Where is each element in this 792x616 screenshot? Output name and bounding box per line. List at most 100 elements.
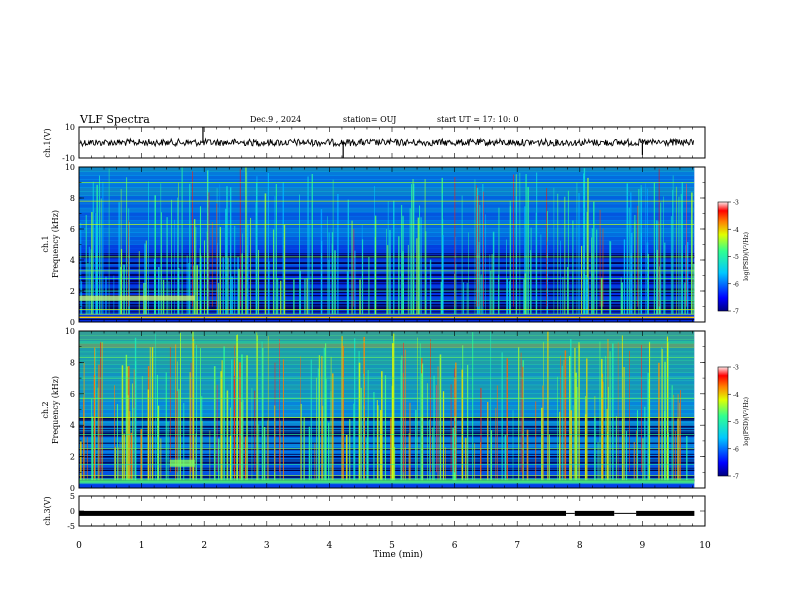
y-tick-label: -10 xyxy=(62,154,75,163)
x-tick-label: 1 xyxy=(139,541,145,551)
y-tick-label: 10 xyxy=(65,163,75,172)
header-start: start UT = 17: 10: 0 xyxy=(437,115,518,124)
spectrogram-image xyxy=(79,167,695,322)
freq-band xyxy=(79,376,695,382)
x-tick-label: 9 xyxy=(640,541,646,551)
freq-band xyxy=(79,331,695,336)
ch3-trace xyxy=(636,510,695,516)
colorbar-tick-label: -3 xyxy=(733,200,739,207)
freq-band xyxy=(79,355,695,361)
y-tick-label: 8 xyxy=(70,358,75,367)
freq-band xyxy=(79,401,695,406)
colorbar-tick-label: -7 xyxy=(733,309,739,316)
freq-band xyxy=(79,313,695,319)
x-tick-label: 8 xyxy=(577,541,583,551)
header-date: Dec.9 , 2024 xyxy=(250,115,301,124)
freq-band xyxy=(79,434,695,439)
ch2-spec-ylabel-channel: ch.2 xyxy=(41,401,50,418)
freq-band xyxy=(79,335,695,340)
freq-band xyxy=(79,175,695,180)
ch1-waveform-panel: 10 -10 xyxy=(62,123,706,163)
colorbar-tick-label: -5 xyxy=(733,254,739,261)
colorbar-tick-label: -7 xyxy=(733,474,739,481)
ch3-trace xyxy=(574,510,615,516)
freq-band xyxy=(79,364,695,369)
y-tick-label: 4 xyxy=(70,421,75,430)
colorbar-tick-label: -6 xyxy=(733,446,739,453)
freq-band xyxy=(79,384,695,390)
ch1-band-feature xyxy=(79,295,195,301)
freq-band xyxy=(79,220,695,225)
ch2-colorbar: -3 -4 -5 -6 -7 log(PSD)(V²/Hz) xyxy=(717,365,750,481)
y-tick-label: 10 xyxy=(65,327,75,336)
ch2-spec-ylabel-freq: Frequency (kHz) xyxy=(51,376,60,444)
ch1-spectrogram-panel: 0 2 4 6 8 10 xyxy=(65,163,706,327)
freq-band xyxy=(79,187,695,192)
freq-band xyxy=(79,359,695,365)
y-tick-label: 8 xyxy=(70,194,75,203)
x-tick-label: 3 xyxy=(264,541,270,551)
freq-band xyxy=(79,351,695,357)
ch1-colorbar: -3 -4 -5 -6 -7 log(PSD)(V²/Hz) xyxy=(717,200,750,316)
freq-band xyxy=(79,380,695,386)
freq-band xyxy=(79,191,695,197)
x-tick-label: 0 xyxy=(76,541,82,551)
ch3-ylabel: ch.3(V) xyxy=(43,496,52,525)
y-tick-label: 0 xyxy=(70,484,75,493)
freq-band xyxy=(79,171,695,176)
freq-band xyxy=(79,397,695,402)
spectrogram-image xyxy=(79,331,695,488)
ch1-spec-ylabel-freq: Frequency (kHz) xyxy=(51,210,60,278)
ch1-trace xyxy=(79,137,695,148)
colorbar-tick-label: -4 xyxy=(733,227,739,234)
freq-band xyxy=(79,179,695,184)
y-tick-label: 6 xyxy=(70,225,75,234)
colorbar-label: log(PSD)(V²/Hz) xyxy=(743,397,750,446)
y-tick-label: 10 xyxy=(65,123,75,132)
y-tick-label: -5 xyxy=(67,522,75,531)
x-tick-label: 2 xyxy=(201,541,207,551)
colorbar-gradient xyxy=(717,201,729,312)
ch1-spec-ylabel-channel: ch.1 xyxy=(41,235,50,252)
freq-band xyxy=(79,224,695,229)
ch3-waveform-panel: 5 0 -5 xyxy=(67,492,706,531)
freq-band xyxy=(79,463,695,468)
y-tick-label: 2 xyxy=(70,453,75,462)
colorbar-tick-label: -4 xyxy=(733,392,739,399)
freq-band xyxy=(79,483,695,488)
freq-band xyxy=(79,450,695,456)
freq-band xyxy=(79,183,695,188)
y-tick-label: 6 xyxy=(70,390,75,399)
freq-band xyxy=(79,195,695,201)
freq-band xyxy=(79,475,695,481)
ch2-band-feature xyxy=(169,459,195,467)
freq-band xyxy=(79,347,695,353)
freq-band xyxy=(79,405,695,410)
freq-band xyxy=(79,426,695,431)
freq-band xyxy=(79,339,695,344)
x-axis-label: Time (min) xyxy=(373,549,423,560)
y-tick-label: 4 xyxy=(70,256,75,265)
y-tick-label: 0 xyxy=(70,318,75,327)
colorbar-tick-label: -6 xyxy=(733,281,739,288)
ch1-ylabel: ch.1(V) xyxy=(43,128,52,157)
freq-band xyxy=(79,421,695,427)
y-tick-label: 2 xyxy=(70,287,75,296)
x-tick-label: 10 xyxy=(699,541,711,551)
freq-band xyxy=(79,459,695,464)
colorbar-label: log(PSD)(V²/Hz) xyxy=(743,232,750,281)
header-station: station= OUJ xyxy=(343,115,396,124)
ch3-trace xyxy=(79,510,567,516)
y-tick-label: 5 xyxy=(70,492,75,501)
freq-band xyxy=(79,207,695,213)
colorbar-gradient xyxy=(717,366,729,477)
freq-band xyxy=(79,167,695,172)
x-tick-label: 5 xyxy=(389,541,395,551)
time-axis: 0 1 2 3 4 5 6 7 8 9 10 xyxy=(76,541,711,551)
freq-band xyxy=(79,438,695,444)
freq-band xyxy=(79,317,695,322)
freq-band xyxy=(79,343,695,349)
x-tick-label: 4 xyxy=(327,541,333,551)
